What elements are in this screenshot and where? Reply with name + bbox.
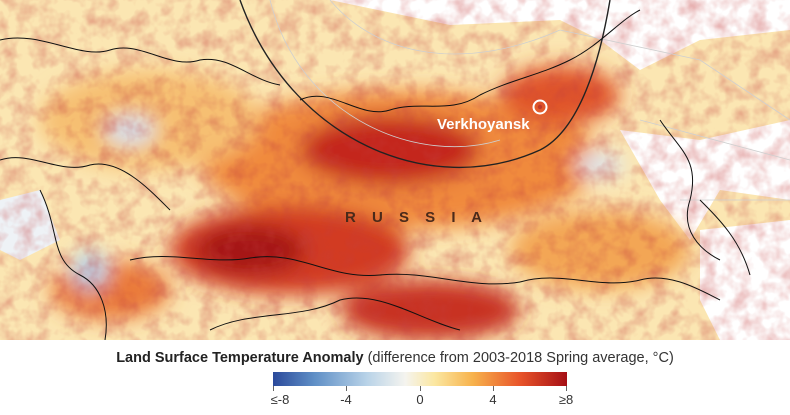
verkhoyansk-marker xyxy=(532,99,548,115)
tick-mark xyxy=(346,386,347,391)
tick-mark xyxy=(273,386,274,391)
graticule xyxy=(269,0,790,201)
tick-label-min: ≤-8 xyxy=(270,392,290,407)
legend-title-rest: (difference from 2003-2018 Spring averag… xyxy=(363,350,674,366)
legend-title-bold: Land Surface Temperature Anomaly xyxy=(116,350,364,366)
tick-label-neg4: -4 xyxy=(340,392,352,407)
tick-mark xyxy=(566,386,567,391)
temperature-anomaly-map: Verkhoyansk R U S S I A xyxy=(0,0,790,341)
legend-colorbar xyxy=(273,372,567,386)
arctic-circle-line xyxy=(239,0,611,169)
tick-label-4: 4 xyxy=(489,392,497,407)
tick-label-zero: 0 xyxy=(416,392,424,407)
tick-mark xyxy=(493,386,494,391)
map-canvas: Verkhoyansk R U S S I A xyxy=(0,0,790,341)
city-label: Verkhoyansk xyxy=(437,116,530,133)
legend: Land Surface Temperature Anomaly (differ… xyxy=(0,340,790,415)
tick-label-max: ≥8 xyxy=(558,392,574,407)
legend-title: Land Surface Temperature Anomaly (differ… xyxy=(0,350,790,366)
texture xyxy=(0,0,790,340)
country-label: R U S S I A xyxy=(345,209,488,226)
borders xyxy=(0,9,751,341)
tick-mark xyxy=(420,386,421,391)
